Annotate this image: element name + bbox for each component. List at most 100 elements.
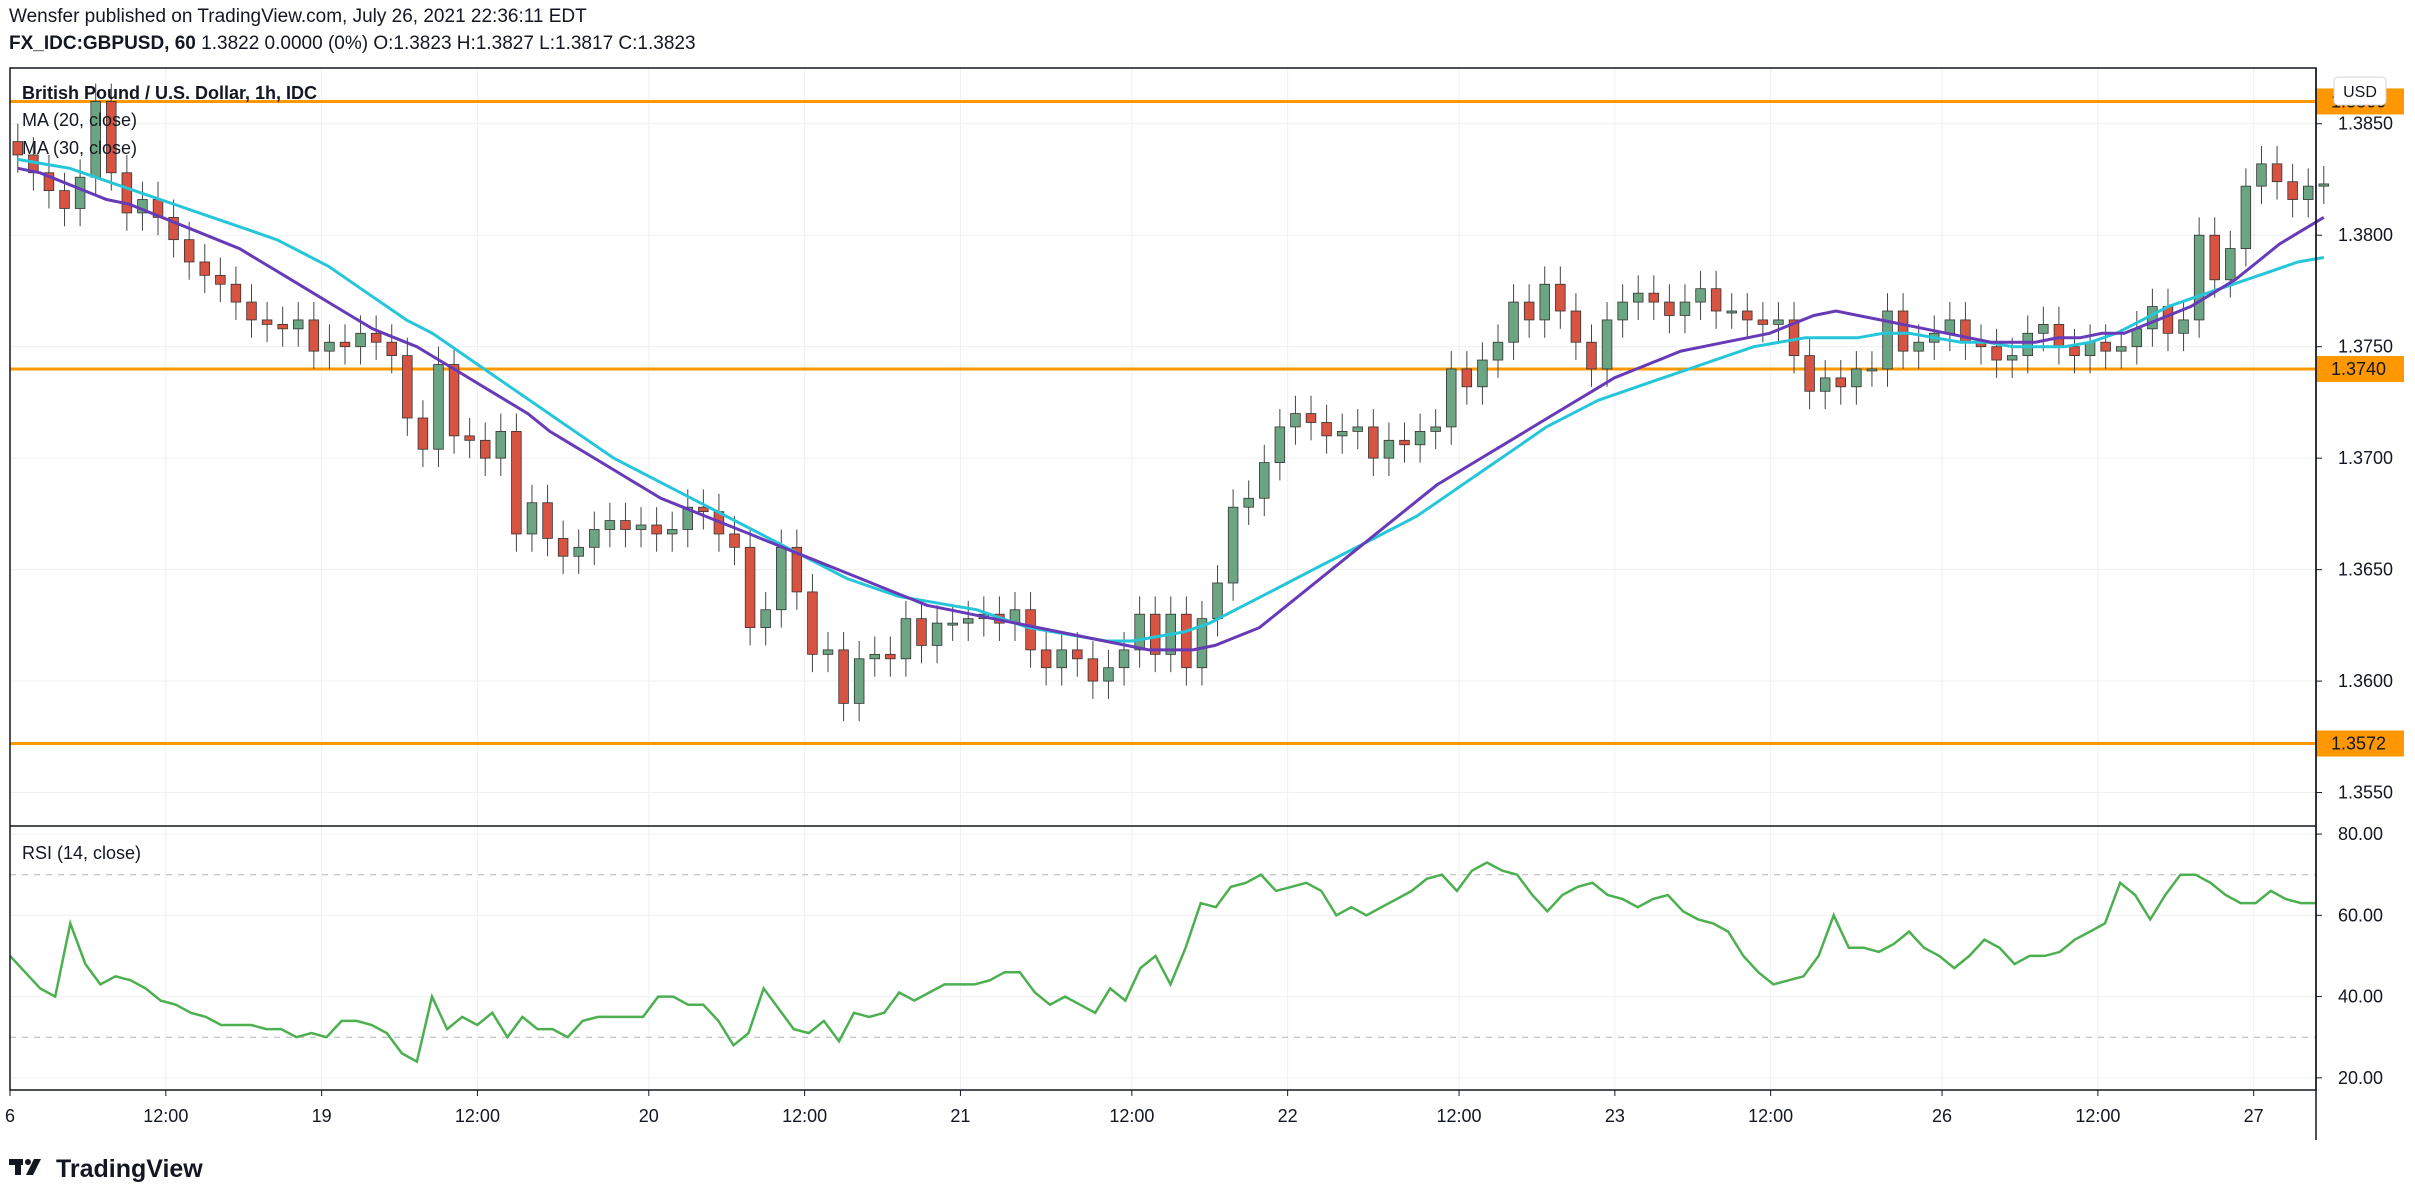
ma20-legend: MA (20, close) xyxy=(22,110,137,130)
candle-down xyxy=(1321,422,1332,437)
candle-up xyxy=(2178,319,2189,334)
candle-up xyxy=(604,520,616,530)
candle-up xyxy=(1274,426,1286,464)
currency-badge: USD xyxy=(2333,76,2387,106)
candle-up xyxy=(2116,346,2127,352)
candle-down xyxy=(1991,346,2002,361)
candle-down xyxy=(464,435,475,441)
candle-up xyxy=(495,430,507,459)
time-tick-label: 21 xyxy=(950,1106,970,1126)
candle-up xyxy=(589,529,600,548)
candle-down xyxy=(838,649,849,704)
candles xyxy=(12,83,2330,722)
candle-down xyxy=(807,591,818,655)
level-label: 1.3740 xyxy=(2331,359,2386,379)
candle-down xyxy=(1586,341,1597,370)
candle-down xyxy=(121,172,133,214)
candle-down xyxy=(1710,288,1722,312)
candle-down xyxy=(729,533,740,548)
instrument-title: British Pound / U.S. Dollar, 1h, IDC xyxy=(22,83,317,103)
candle-up xyxy=(573,546,584,557)
candle-up xyxy=(2225,248,2236,281)
candle-up xyxy=(853,658,865,704)
candle-down xyxy=(1555,283,1566,312)
candle-up xyxy=(1913,341,1924,352)
candle-up xyxy=(1414,430,1426,446)
candle-down xyxy=(1087,658,1099,682)
candle-down xyxy=(277,323,288,330)
tradingview-mark-icon xyxy=(9,1155,45,1184)
candle-up xyxy=(760,609,771,628)
candle-up xyxy=(869,653,880,660)
candle-down xyxy=(1648,292,1660,303)
candle-up xyxy=(1679,301,1691,316)
time-tick-label: 27 xyxy=(2244,1106,2264,1126)
candle-up xyxy=(1539,283,1550,321)
candle-up xyxy=(1632,292,1644,303)
candle-up xyxy=(2193,234,2205,321)
candle-down xyxy=(2287,181,2298,200)
candle-up xyxy=(1259,462,1270,499)
candle-up xyxy=(1383,439,1395,459)
price-tick-label: 1.3750 xyxy=(2338,337,2393,357)
candle-up xyxy=(1352,426,1363,432)
time-tick-label: 19 xyxy=(312,1106,332,1126)
candle-up xyxy=(900,618,912,660)
candle-up xyxy=(1773,319,1784,325)
candle-up xyxy=(635,524,647,530)
candle-up xyxy=(1866,368,1878,372)
ma30-legend: MA (30, close) xyxy=(22,138,137,158)
candle-up xyxy=(2302,185,2314,200)
candle-up xyxy=(963,618,974,624)
price-tick-label: 1.3850 xyxy=(2338,114,2393,134)
candle-down xyxy=(479,439,491,459)
time-tick-label: 12:00 xyxy=(143,1106,188,1126)
candle-down xyxy=(1570,310,1582,343)
rsi-tick-label: 40.00 xyxy=(2338,987,2383,1007)
symbol-label: FX_IDC:GBPUSD, 60 xyxy=(9,33,196,54)
candle-up xyxy=(1336,430,1348,437)
candle-down xyxy=(1757,319,1769,325)
candle-down xyxy=(1072,649,1083,660)
rsi-line xyxy=(9,861,2316,1064)
candle-down xyxy=(261,319,273,325)
candle-down xyxy=(199,261,210,276)
legends: British Pound / U.S. Dollar, 1h, IDC MA … xyxy=(22,83,317,863)
time-tick-label: 22 xyxy=(1278,1106,1298,1126)
time-tick-label: 6 xyxy=(5,1106,15,1126)
candle-up xyxy=(1446,368,1457,428)
tradingview-logo[interactable]: TradingView xyxy=(9,1155,203,1184)
symbol-quote-line: FX_IDC:GBPUSD, 60 1.3822 0.0000 (0%) O:1… xyxy=(9,33,696,55)
rsi-tick-label: 20.00 xyxy=(2338,1068,2383,1088)
candle-up xyxy=(1695,288,1706,303)
time-tick-label: 12:00 xyxy=(782,1106,827,1126)
ohlc-values: 1.3822 0.0000 (0%) O:1.3823 H:1.3827 L:1… xyxy=(201,33,696,54)
candle-down xyxy=(1305,413,1317,423)
time-tick-label: 26 xyxy=(1932,1106,1952,1126)
candle-down xyxy=(1149,613,1161,655)
price-tick-label: 1.3650 xyxy=(2338,560,2393,580)
candle-down xyxy=(1040,649,1052,669)
candle-up xyxy=(355,332,366,348)
candle-up xyxy=(2240,185,2252,249)
candle-down xyxy=(12,141,24,156)
time-tick-label: 12:00 xyxy=(455,1106,500,1126)
candle-down xyxy=(339,341,351,348)
candle-up xyxy=(1196,618,1208,669)
candle-up xyxy=(682,506,694,530)
candle-down xyxy=(791,546,803,593)
candle-up xyxy=(822,649,834,655)
candle-down xyxy=(620,520,631,530)
candle-down xyxy=(168,216,179,241)
axes: 1.3550 1.3600 1.3650 1.3700 1.3750 1.3800 1.38… xyxy=(5,67,2393,1140)
level-badge xyxy=(2316,355,2404,382)
candle-down xyxy=(386,341,397,356)
candle-down xyxy=(1742,310,1753,321)
level-label: 1.3572 xyxy=(2331,734,2386,754)
candle-down xyxy=(308,319,320,352)
candle-up xyxy=(2256,163,2267,187)
rsi-tick-label: 80.00 xyxy=(2338,824,2383,844)
candle-up xyxy=(2006,355,2018,361)
time-tick-label: 20 xyxy=(639,1106,659,1126)
